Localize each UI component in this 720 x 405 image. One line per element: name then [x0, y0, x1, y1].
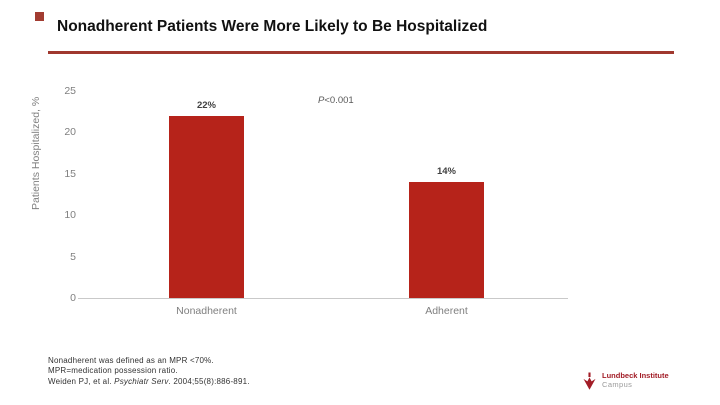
- logo-text: Lundbeck Institute Campus: [602, 371, 669, 389]
- p-value-symbol: P: [318, 95, 325, 106]
- lundbeck-logo-icon: [583, 372, 596, 390]
- footnote-citation: Weiden PJ, et al. Psychiatr Serv. 2004;5…: [48, 377, 250, 387]
- logo-subtitle: Campus: [602, 380, 633, 389]
- footnote-citation-pages: . 2004;55(8):886-891.: [168, 376, 250, 386]
- lundbeck-logo: Lundbeck Institute Campus: [582, 371, 669, 391]
- bar-value-label: 22%: [196, 99, 216, 111]
- logo-name: Lundbeck Institute: [602, 371, 669, 380]
- x-axis-line: [78, 298, 568, 299]
- footnote-citation-authors: Weiden PJ, et al.: [48, 376, 115, 386]
- y-tick-label: 5: [70, 250, 76, 263]
- y-tick-label: 25: [64, 85, 76, 97]
- footnote-definition: Nonadherent was defined as an MPR <70%.: [48, 356, 214, 365]
- x-category-label: Adherent: [425, 305, 468, 317]
- bar-value-label: 14%: [436, 166, 456, 178]
- slide-accent-square: [35, 12, 44, 21]
- y-axis-label: Patients Hospitalized, %: [30, 96, 42, 210]
- x-category-label: Nonadherent: [176, 305, 237, 317]
- footnote-citation-journal: Psychiatr Serv: [114, 376, 169, 386]
- footnotes: Nonadherent was defined as an MPR <70%. …: [48, 356, 250, 387]
- bar-nonadherent: [169, 115, 244, 298]
- y-tick-label: 20: [64, 126, 76, 139]
- footnote-abbreviation: MPR=medication possession ratio.: [48, 366, 178, 376]
- p-value-rest: <0.001: [324, 95, 354, 106]
- y-tick-label: 15: [64, 167, 76, 180]
- p-value-annotation: P<0.001: [318, 95, 354, 106]
- y-tick-label: 0: [70, 292, 76, 304]
- bar-adherent: [409, 182, 484, 298]
- slide-title: Nonadherent Patients Were More Likely to…: [57, 18, 488, 35]
- title-underline: [48, 51, 674, 54]
- y-tick-label: 10: [64, 209, 76, 222]
